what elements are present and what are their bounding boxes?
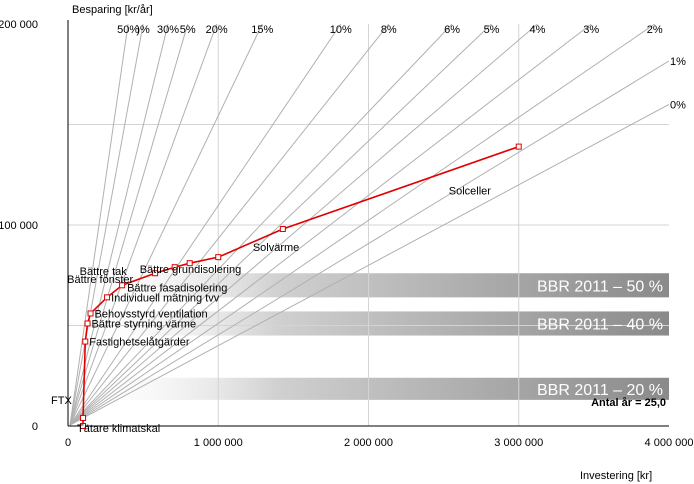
rate-line-label: 6% bbox=[444, 24, 460, 36]
point-label: Individuell mätning tvv bbox=[111, 292, 220, 304]
point-label: Bättre grundisolering bbox=[140, 264, 242, 276]
rate-line-label: 8% bbox=[381, 24, 397, 36]
x-tick-label: 4 000 000 bbox=[645, 437, 694, 449]
rate-line bbox=[69, 24, 592, 426]
bbr-band-label: BBR 2011 – 20 % bbox=[537, 382, 663, 399]
rate-line bbox=[69, 24, 169, 426]
rate-line-label: )% bbox=[136, 24, 150, 36]
rate-line bbox=[69, 24, 129, 426]
x-tick-label: 2 000 000 bbox=[344, 437, 393, 449]
rate-line-label: 5% bbox=[180, 24, 196, 36]
data-point bbox=[119, 282, 126, 289]
y-axis-title: Besparing [kr/år] bbox=[72, 4, 153, 16]
point-label: Solceller bbox=[449, 186, 492, 198]
rate-line-label: 1% bbox=[670, 56, 686, 68]
rate-line bbox=[69, 24, 144, 426]
point-label: Bättre styrning värme bbox=[92, 318, 197, 330]
data-point bbox=[80, 423, 87, 429]
rate-line-label: 10% bbox=[330, 24, 352, 36]
x-tick-label: 1 000 000 bbox=[194, 437, 243, 449]
rate-line-label: 30% bbox=[157, 24, 179, 36]
point-label: Bättre tak bbox=[80, 266, 128, 278]
rate-line bbox=[69, 24, 218, 426]
point-label: Bättre fasadisolering bbox=[127, 282, 227, 294]
series-layer bbox=[80, 143, 522, 429]
rate-line bbox=[69, 24, 342, 426]
axes-layer: 0 1 000 000 2 000 000 3 000 000 4 000 000 0 10… bbox=[0, 19, 693, 449]
data-point bbox=[80, 414, 87, 421]
x-tick-label: 3 000 000 bbox=[494, 437, 543, 449]
point-label: Solvärme bbox=[253, 242, 299, 254]
y-tick-label: 100 000 bbox=[0, 220, 38, 232]
rate-line-label: 5% bbox=[484, 24, 500, 36]
point-label: Behovsstyrd ventilation bbox=[95, 308, 208, 320]
rate-line bbox=[69, 24, 492, 426]
data-point bbox=[279, 226, 286, 233]
rate-line-label: 20% bbox=[206, 24, 228, 36]
years-annotation: Antal år = 25,0 bbox=[591, 397, 666, 409]
data-point bbox=[104, 294, 111, 301]
rate-line-label: 0% bbox=[670, 99, 686, 111]
data-point bbox=[186, 260, 193, 267]
point-label: FTX bbox=[51, 395, 72, 407]
x-tick-label: 0 bbox=[65, 437, 71, 449]
point-label: Tätare klimatskal bbox=[77, 423, 160, 435]
point-label: Bättre fönster bbox=[67, 274, 133, 286]
rate-line bbox=[69, 24, 453, 426]
rate-line-label: 50% bbox=[117, 24, 139, 36]
rate-line-label: 15% bbox=[251, 24, 273, 36]
rate-line bbox=[69, 24, 390, 426]
point-labels-layer: 50%)% 30% 5% 20% 15% 10% 8% 6% 5% 4% 3% 2%1%0%Tätar… bbox=[51, 24, 686, 435]
rate-line-label: 4% bbox=[529, 24, 545, 36]
data-point bbox=[84, 320, 91, 327]
rate-line bbox=[69, 24, 263, 426]
rate-line bbox=[69, 60, 669, 426]
point-label: Fastighetselåtgärder bbox=[89, 337, 190, 349]
data-point bbox=[215, 254, 222, 261]
rate-line-label: 3% bbox=[583, 24, 599, 36]
y-tick-label: 200 000 bbox=[0, 19, 38, 31]
grid-layer bbox=[68, 24, 669, 426]
rate-line bbox=[69, 103, 669, 426]
bbr-band-label: BBR 2011 – 40 % bbox=[537, 316, 663, 333]
data-point bbox=[171, 264, 178, 271]
rate-lines-layer bbox=[69, 24, 669, 426]
y-tick-label: 0 bbox=[32, 421, 38, 433]
rate-line bbox=[69, 24, 538, 426]
data-point bbox=[152, 270, 159, 277]
x-axis-title: Investering [kr] bbox=[580, 470, 652, 482]
rate-line bbox=[69, 24, 655, 426]
data-point bbox=[515, 143, 522, 150]
band-labels-layer: BBR 2011 – 50 % BBR 2011 – 40 % BBR 2011 –… bbox=[537, 278, 663, 399]
bbr-band-label: BBR 2011 – 50 % bbox=[537, 278, 663, 295]
rate-line-label: 2% bbox=[647, 24, 663, 36]
data-point bbox=[87, 310, 94, 317]
rate-line bbox=[69, 24, 189, 426]
data-point bbox=[82, 338, 89, 345]
